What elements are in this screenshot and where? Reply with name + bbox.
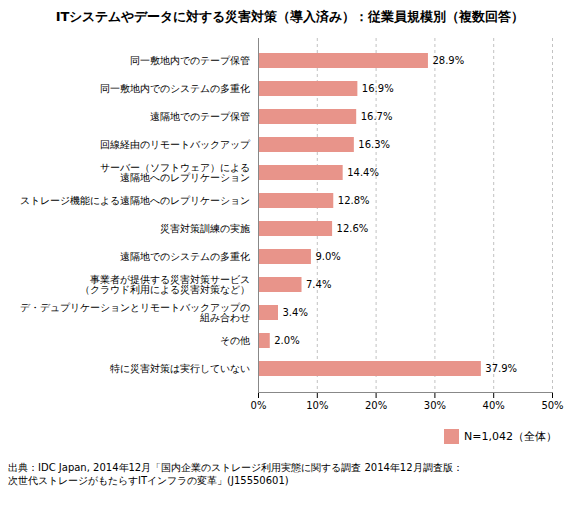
svg-text:同一敷地内でのテープ保管: 同一敷地内でのテープ保管 [130,55,250,66]
svg-text:2.0%: 2.0% [274,335,299,346]
html-text:N=1,042（全体）: N=1,042（全体） [464,430,557,443]
html-text:ITシステムやデータに対する災害対策（導入済み）：従業員規模: ITシステムやデータに対する災害対策（導入済み）：従業員規模別（複数回答） [55,9,525,24]
svg-text:7.4%: 7.4% [306,279,331,290]
html-text:出典：IDC Japan, 2014年12月「国内企業のスト: 出典：IDC Japan, 2014年12月「国内企業のストレージ利用実態に関す… [8,461,463,486]
svg-text:30%: 30% [424,400,446,411]
svg-text:同一敷地内でのシステムの多重化: 同一敷地内でのシステムの多重化 [100,83,250,94]
svg-text:12.6%: 12.6% [337,223,369,234]
svg-text:12.8%: 12.8% [338,195,370,206]
svg-text:14.4%: 14.4% [347,167,379,178]
svg-text:0%: 0% [251,400,267,411]
svg-text:16.9%: 16.9% [362,83,394,94]
svg-text:遠隔地でのシステムの多重化: 遠隔地でのシステムの多重化 [120,251,250,262]
svg-text:40%: 40% [483,400,505,411]
svg-text:ストレージ機能による遠隔地へのレプリケーション: ストレージ機能による遠隔地へのレプリケーション [20,195,250,206]
svg-text:16.3%: 16.3% [358,139,390,150]
svg-text:3.4%: 3.4% [282,307,307,318]
svg-text:特に災害対策は実行していない: 特に災害対策は実行していない [110,363,250,374]
svg-text:28.9%: 28.9% [432,55,464,66]
svg-text:その他: その他 [220,335,250,346]
svg-text:10%: 10% [306,400,328,411]
svg-text:デ・デュプリケーションとリモートバックアップの組み合わせ: デ・デュプリケーションとリモートバックアップの組み合わせ [20,302,250,323]
svg-text:50%: 50% [541,400,563,411]
svg-text:20%: 20% [365,400,387,411]
svg-text:遠隔地でのテープ保管: 遠隔地でのテープ保管 [150,111,250,122]
svg-text:事業者が提供する災害対策サービス（クラウド利用による災害対策: 事業者が提供する災害対策サービス（クラウド利用による災害対策など） [80,274,250,295]
svg-text:回線経由のリモートバックアップ: 回線経由のリモートバックアップ [100,139,251,150]
svg-text:37.9%: 37.9% [485,363,517,374]
svg-text:サーバー（ソフトウェア）による遠隔地へのレプリケーション: サーバー（ソフトウェア）による遠隔地へのレプリケーション [100,162,250,183]
svg-text:16.7%: 16.7% [361,111,393,122]
svg-text:災害対策訓練の実施: 災害対策訓練の実施 [160,223,250,234]
svg-text:9.0%: 9.0% [315,251,340,262]
